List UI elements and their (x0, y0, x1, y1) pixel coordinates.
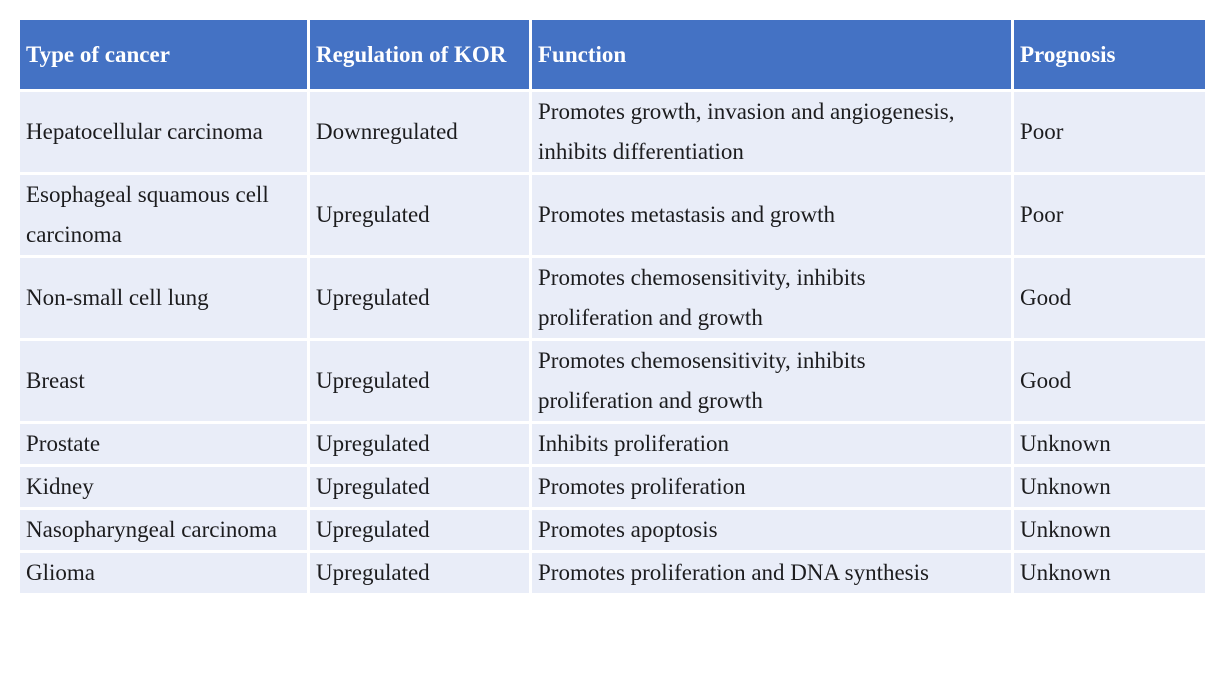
cell-function: Promotes proliferation (529, 464, 1014, 510)
cell-function: Promotes proliferation and DNA synthesis (529, 550, 1014, 596)
column-header-function: Function (529, 17, 1014, 92)
table-row: Non-small cell lung Upregulated Promotes c… (17, 255, 1208, 341)
table-row: Breast Upregulated Promotes chemosensitivi… (17, 338, 1208, 424)
kor-cancer-table: Type of cancer Regulation of KOR Functio… (17, 17, 1208, 596)
cell-cancer: Esophageal squamous cell carcinoma (17, 172, 310, 258)
table-row: Hepatocellular carcinoma Downregulated Pro… (17, 89, 1208, 175)
column-header-prognosis: Prognosis (1011, 17, 1208, 92)
cell-prognosis: Unknown (1011, 507, 1208, 553)
cell-cancer: Hepatocellular carcinoma (17, 89, 310, 175)
cell-cancer: Kidney (17, 464, 310, 510)
cell-function: Promotes chemosensitivity, inhibits prol… (529, 255, 1014, 341)
cell-cancer: Glioma (17, 550, 310, 596)
cell-prognosis: Good (1011, 338, 1208, 424)
cell-prognosis: Unknown (1011, 421, 1208, 467)
cell-cancer: Prostate (17, 421, 310, 467)
table-row: Glioma Upregulated Promotes proliferation … (17, 550, 1208, 596)
table-row: Kidney Upregulated Promotes proliferation U… (17, 464, 1208, 510)
cell-cancer: Non-small cell lung (17, 255, 310, 341)
table-row: Prostate Upregulated Inhibits proliferatio… (17, 421, 1208, 467)
cell-regulation: Upregulated (307, 421, 532, 467)
table-body: Hepatocellular carcinoma Downregulated Pro… (17, 89, 1208, 596)
cell-regulation: Upregulated (307, 172, 532, 258)
table-row: Nasopharyngeal carcinoma Upregulated Promo… (17, 507, 1208, 553)
cell-prognosis: Poor (1011, 89, 1208, 175)
cell-function: Promotes chemosensitivity, inhibits prol… (529, 338, 1014, 424)
cell-regulation: Upregulated (307, 464, 532, 510)
cell-function: Promotes growth, invasion and angiogenes… (529, 89, 1014, 175)
cell-regulation: Upregulated (307, 255, 532, 341)
cell-prognosis: Poor (1011, 172, 1208, 258)
cell-prognosis: Good (1011, 255, 1208, 341)
cell-regulation: Upregulated (307, 550, 532, 596)
cell-regulation: Downregulated (307, 89, 532, 175)
cell-prognosis: Unknown (1011, 464, 1208, 510)
column-header-type-of-cancer: Type of cancer (17, 17, 310, 92)
cell-function: Inhibits proliferation (529, 421, 1014, 467)
table-row: Esophageal squamous cell carcinoma Upregu… (17, 172, 1208, 258)
cell-function: Promotes apoptosis (529, 507, 1014, 553)
column-header-regulation-of-kor: Regulation of KOR (307, 17, 532, 92)
cell-prognosis: Unknown (1011, 550, 1208, 596)
cell-function: Promotes metastasis and growth (529, 172, 1014, 258)
cell-regulation: Upregulated (307, 338, 532, 424)
cell-cancer: Nasopharyngeal carcinoma (17, 507, 310, 553)
cell-cancer: Breast (17, 338, 310, 424)
table-header-row: Type of cancer Regulation of KOR Functio… (17, 17, 1208, 92)
cell-regulation: Upregulated (307, 507, 532, 553)
